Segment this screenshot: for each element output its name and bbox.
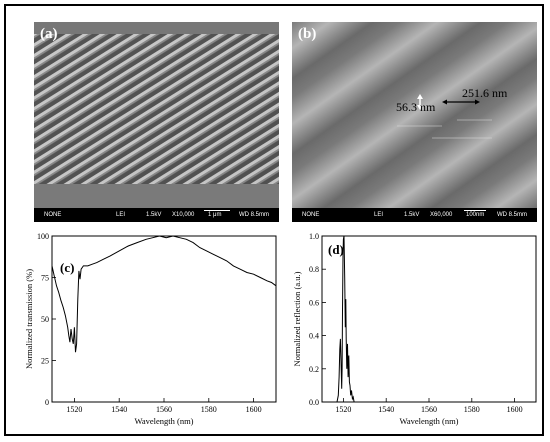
series-line xyxy=(51,235,277,353)
x-tick-label: 1580 xyxy=(201,405,217,414)
x-axis-label: Wavelength (nm) xyxy=(399,416,458,426)
x-tick-label: 1540 xyxy=(378,405,394,414)
voltage-label: 1.5kV xyxy=(146,212,162,218)
x-tick-label: 1520 xyxy=(66,405,82,414)
wd-label: WD 8.5mm xyxy=(497,212,527,218)
y-tick-label: 0.0 xyxy=(309,398,319,407)
width-annotation: 56.3 nm xyxy=(396,100,436,114)
scale-bar-b xyxy=(464,210,486,211)
detector-label: NONE xyxy=(302,212,320,218)
plot-area-frame xyxy=(51,235,277,403)
magnification-label: X10,000 xyxy=(172,212,195,218)
y-tick-label: 25 xyxy=(41,357,49,366)
chart-c-svg: 1520 1540 1560 1580 1600 0 25 50 75 100 Wavelength… xyxy=(24,232,277,426)
panel-letter: (d) xyxy=(328,242,344,257)
sem-info-bar-b: NONE LEI 1.5kV X60,000 100nm WD 8.5mm xyxy=(292,208,537,222)
x-axis-label: Wavelength (nm) xyxy=(134,416,193,426)
y-tick-label: 50 xyxy=(41,315,49,324)
y-axis-label: Normalized transmission (%) xyxy=(24,269,34,369)
period-annotation: 251.6 nm xyxy=(462,86,508,100)
chart-d-svg: 1520 1540 1560 1580 1600 0.0 0.2 0.4 0.6 0.8 1.0 Wa… xyxy=(292,232,537,426)
panel-letter-a: (a) xyxy=(40,26,58,42)
scale-label: 1 μm xyxy=(208,212,222,218)
y-tick-label: 0.2 xyxy=(309,365,319,374)
y-tick-label: 0.4 xyxy=(309,332,319,341)
sem-image-b: (b) 56.3 nm 251.6 nm NONE LEI 1.5kV X60,… xyxy=(292,22,537,222)
wd-label: WD 8.5mm xyxy=(239,212,269,218)
y-tick-label: 0 xyxy=(45,398,49,407)
chart-transmission: 1520 1540 1560 1580 1600 0 25 50 75 100 Wavelength… xyxy=(24,230,282,436)
detector-label: NONE xyxy=(44,212,62,218)
mode-label: LEI xyxy=(374,212,384,218)
y-tick-label: 75 xyxy=(41,274,49,283)
scale-bar-a xyxy=(204,210,230,211)
panel-letter-b: (b) xyxy=(298,26,317,42)
y-tick-label: 1.0 xyxy=(309,232,319,241)
panel-letter: (c) xyxy=(60,260,74,275)
mode-label: LEI xyxy=(116,212,126,218)
plot-area-frame xyxy=(321,235,537,403)
x-tick-label: 1540 xyxy=(111,405,127,414)
magnification-label: X60,000 xyxy=(430,212,453,218)
grating-pattern-a xyxy=(34,22,279,208)
y-axis-label: Normalized reflection (a.u.) xyxy=(292,271,302,366)
sem-info-bar-a: NONE LEI 1.5kV X10,000 1 μm WD 8.5mm xyxy=(34,208,279,222)
sem-image-a: (a) NONE LEI 1.5kV X10,000 1 μm WD 8.5mm xyxy=(34,22,279,222)
scale-label: 100nm xyxy=(466,212,485,218)
figure-frame: (a) NONE LEI 1.5kV X10,000 1 μm WD 8.5mm xyxy=(4,4,544,436)
y-tick-label: 0.6 xyxy=(309,298,319,307)
grating-pattern-b xyxy=(292,22,537,208)
x-tick-label: 1580 xyxy=(464,405,480,414)
chart-reflection: 1520 1540 1560 1580 1600 0.0 0.2 0.4 0.6 0.8 1.0 Wa… xyxy=(292,230,542,436)
x-tick-label: 1560 xyxy=(421,405,437,414)
x-tick-label: 1600 xyxy=(507,405,523,414)
voltage-label: 1.5kV xyxy=(404,212,420,218)
y-tick-label: 100 xyxy=(37,232,49,241)
x-tick-label: 1520 xyxy=(335,405,351,414)
x-tick-label: 1560 xyxy=(156,405,172,414)
series-line xyxy=(322,235,536,403)
x-tick-label: 1600 xyxy=(246,405,262,414)
y-tick-label: 0.8 xyxy=(309,265,319,274)
